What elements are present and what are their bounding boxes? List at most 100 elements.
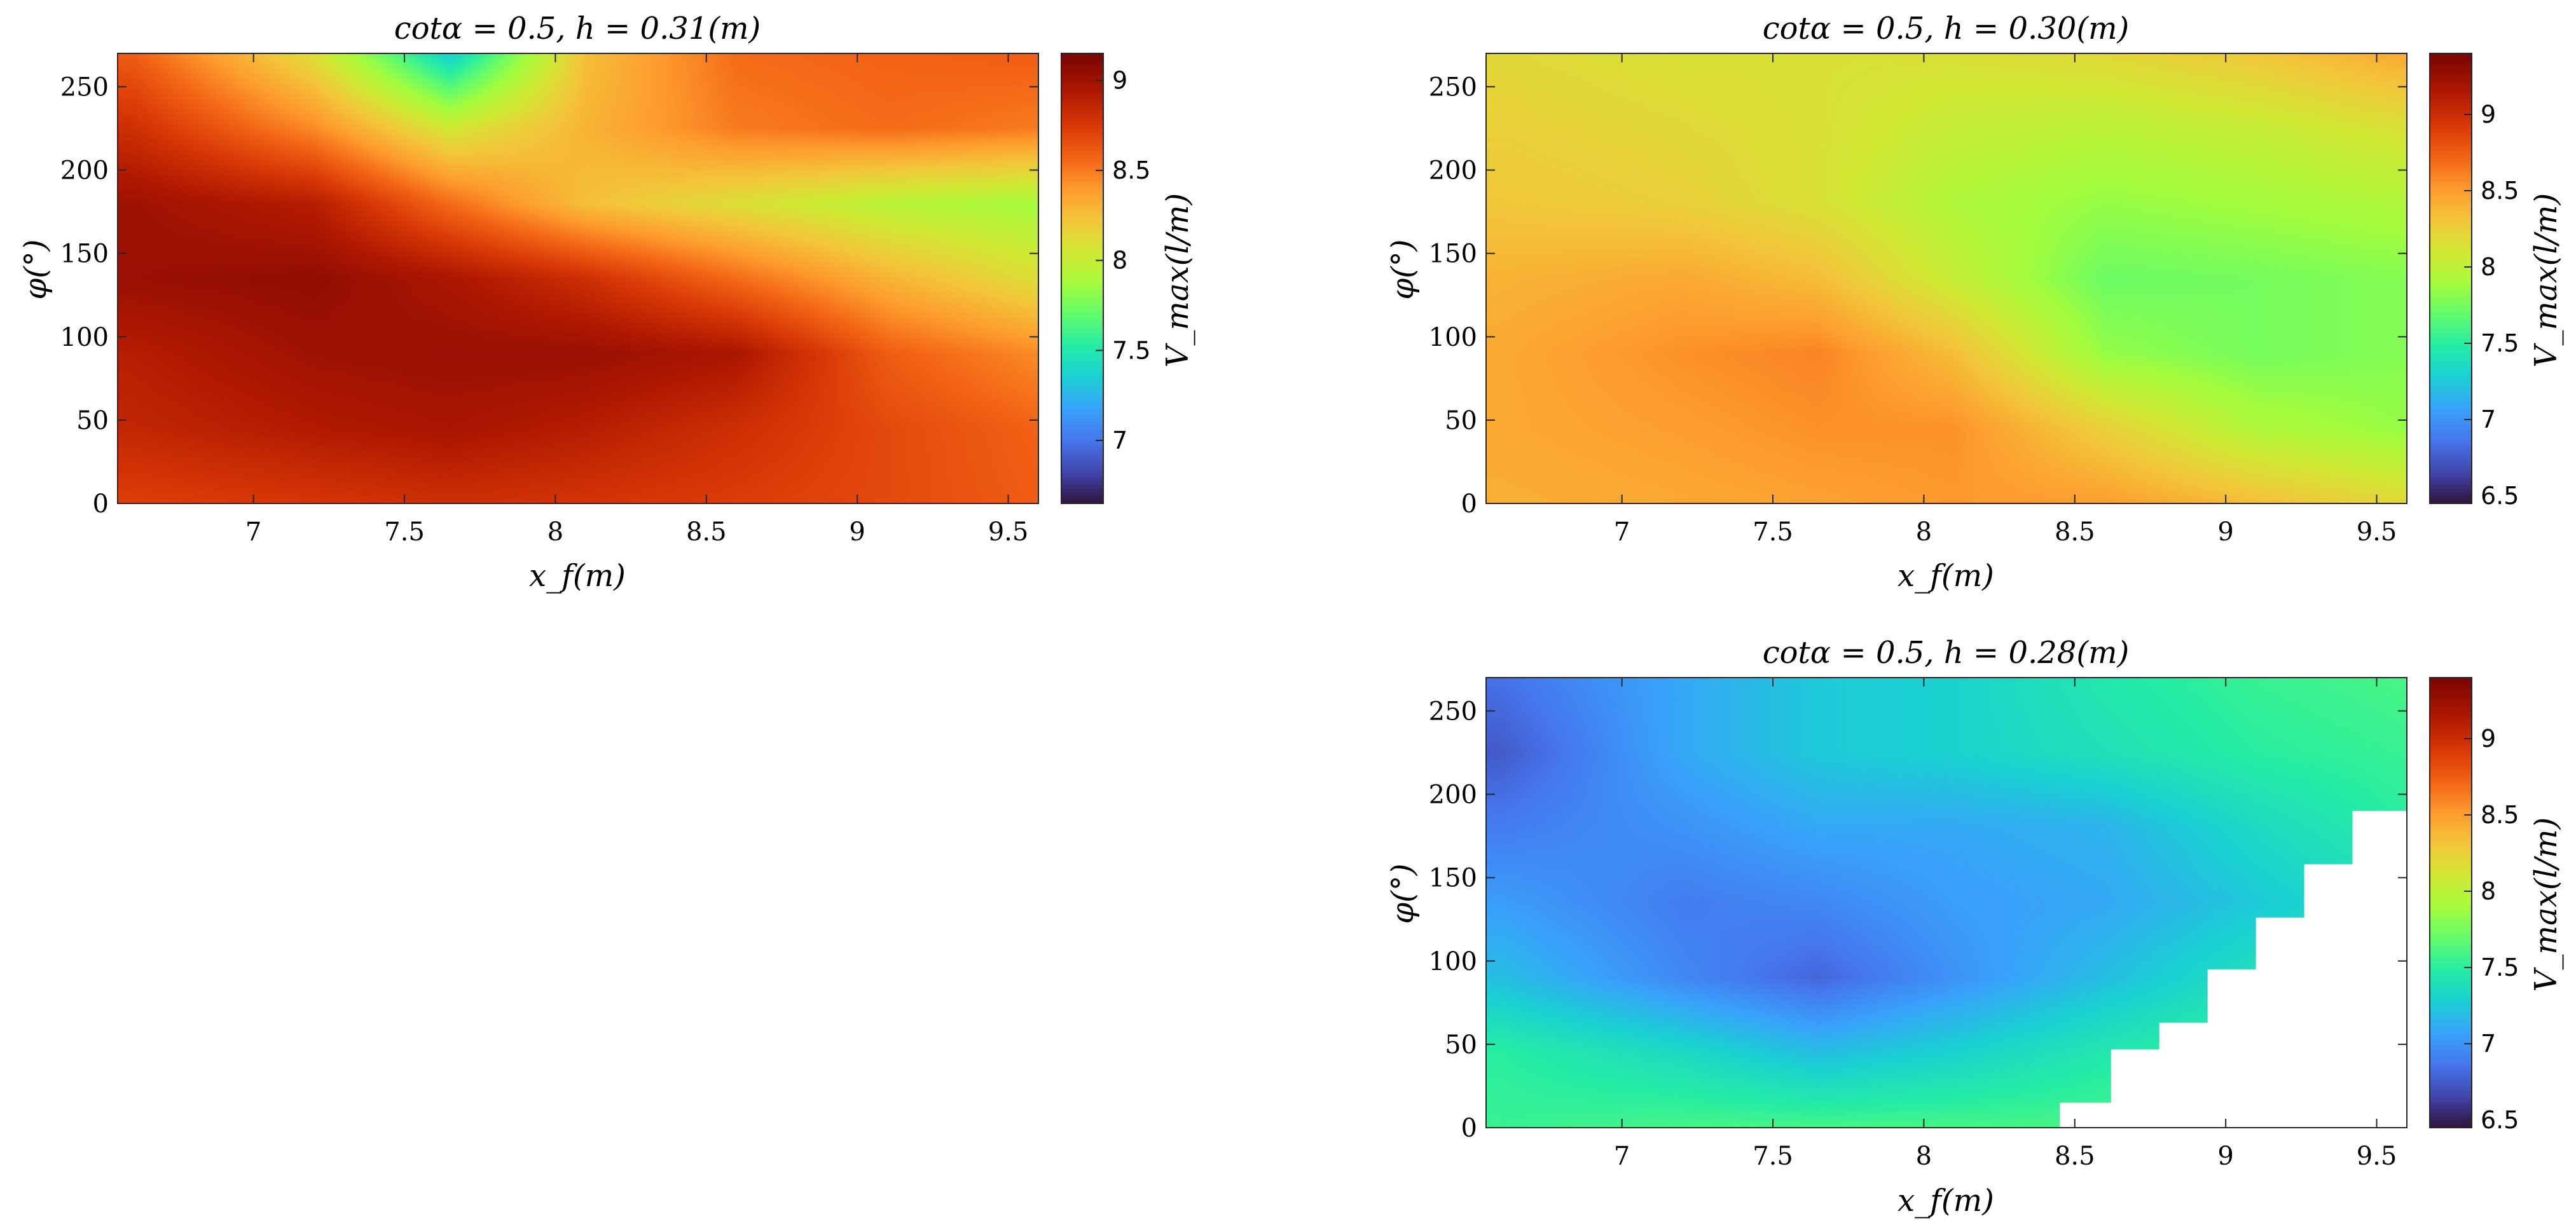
colorbar-label: V_max(l/m) — [1160, 193, 1195, 367]
colorbar-segment — [2430, 925, 2472, 929]
colorbar-segment — [1061, 466, 1103, 470]
colorbar-segment — [1061, 484, 1103, 489]
x-tick-label: 8.5 — [2055, 1142, 2095, 1171]
colorbar-segment — [2430, 779, 2472, 783]
colorbar-segment — [2430, 94, 2472, 99]
colorbar-segment — [2430, 162, 2472, 167]
colorbar-segment — [1061, 312, 1103, 317]
colorbar-segment — [2430, 1004, 2472, 1008]
masked-region — [2304, 864, 2353, 1128]
colorbar-box — [2429, 53, 2472, 504]
colorbar-segment — [1061, 360, 1103, 366]
colorbar-segment — [2430, 435, 2472, 441]
colorbar-segment — [1061, 488, 1103, 493]
colorbar-segment — [2430, 484, 2472, 489]
colorbar-segment — [2430, 704, 2472, 708]
colorbar-segment — [2430, 226, 2472, 230]
colorbar-segment — [1061, 496, 1103, 500]
colorbar-segment — [1061, 83, 1103, 88]
colorbar-segment — [2430, 1075, 2472, 1079]
colorbar-segment — [2430, 316, 2472, 320]
colorbar-segment — [2430, 451, 2472, 455]
colorbar-segment — [1061, 316, 1103, 320]
contour-field — [118, 53, 1038, 503]
colorbar-segment — [2430, 730, 2472, 735]
x-tick-label: 7.5 — [1753, 517, 1793, 547]
colorbar-segment — [2430, 1060, 2472, 1065]
masked-edge — [2255, 969, 2407, 970]
colorbar-segment — [2430, 767, 2472, 772]
colorbar-segment — [1061, 308, 1103, 313]
colorbar-segment — [2430, 955, 2472, 960]
colorbar-segment — [1061, 409, 1103, 414]
colorbar-segment — [1061, 500, 1103, 504]
y-axis-label: φ(°) — [18, 239, 53, 299]
colorbar-segment — [2430, 331, 2472, 336]
colorbar-segment — [1061, 364, 1103, 369]
colorbar-segment — [2430, 285, 2472, 290]
colorbar-segment — [1061, 248, 1103, 253]
colorbar-segment — [2430, 237, 2472, 242]
subplot-top-left: 7 7.5 8 8.5 9 9.5 0 50 100 150 200 250 7 7.5 8 8.5 9 cot… — [18, 11, 1195, 594]
colorbar-segment — [1061, 353, 1103, 358]
colorbar-segment — [1061, 451, 1103, 455]
colorbar-segment — [2430, 57, 2472, 62]
axes-box — [117, 53, 1039, 504]
colorbar-label: V_max(l/m) — [2528, 193, 2564, 367]
colorbar-segment — [2430, 169, 2472, 174]
colorbar-segment — [2430, 458, 2472, 463]
colorbar-segment — [2430, 678, 2472, 682]
colorbar-segment — [2430, 828, 2472, 832]
colorbar-segment — [2430, 151, 2472, 155]
colorbar-segment — [1061, 376, 1103, 380]
colorbar-segment — [2430, 688, 2472, 694]
colorbar-segment — [2430, 805, 2472, 810]
colorbar-segment — [2430, 252, 2472, 257]
colorbar-segment — [1061, 203, 1103, 208]
colorbar-segment — [2430, 978, 2472, 982]
colorbar-segment — [2430, 824, 2472, 828]
colorbar-segment — [1061, 447, 1103, 451]
colorbar-segment — [2430, 79, 2472, 84]
colorbar-segment — [2430, 1124, 2472, 1128]
colorbar-segment — [2430, 981, 2472, 986]
colorbar-segment — [2430, 379, 2472, 384]
colorbar-segment — [2430, 861, 2472, 866]
colorbar-segment — [2430, 1112, 2472, 1117]
colorbar-segment — [2430, 917, 2472, 922]
colorbar-tick-label: 9 — [2481, 100, 2496, 128]
colorbar-segment — [2430, 207, 2472, 212]
colorbar-segment — [2430, 481, 2472, 486]
colorbar-segment — [2430, 218, 2472, 223]
colorbar-segment — [2430, 109, 2472, 114]
colorbar-segment — [2430, 360, 2472, 366]
masked-edge — [2110, 1102, 2407, 1104]
masked-edge — [2352, 864, 2407, 865]
y-tick-label: 0 — [1461, 1114, 1477, 1143]
x-tick-label: 8 — [548, 517, 563, 547]
colorbar-segment — [2430, 749, 2472, 753]
colorbar-segment — [1061, 162, 1103, 167]
colorbar-segment — [2430, 943, 2472, 948]
colorbar-segment — [2430, 887, 2472, 892]
colorbar-segment — [1061, 432, 1103, 437]
colorbar-segment — [1061, 346, 1103, 350]
colorbar-segment — [2430, 933, 2472, 937]
colorbar-segment — [1061, 229, 1103, 234]
subplot-title: cotα = 0.5, h = 0.28(m) — [1763, 635, 2130, 671]
colorbar-segment — [2430, 439, 2472, 444]
colorbar-segment — [1061, 200, 1103, 204]
y-axis-label: φ(°) — [1385, 239, 1421, 299]
colorbar-segment — [1061, 98, 1103, 103]
colorbar-segment — [2430, 102, 2472, 107]
colorbar-tick-label: 9 — [1112, 66, 1127, 94]
colorbar-segment — [2430, 1022, 2472, 1027]
colorbar-segment — [2430, 1093, 2472, 1098]
colorbar-segment — [1061, 188, 1103, 193]
colorbar-segment — [1061, 454, 1103, 459]
colorbar-segment — [2430, 1008, 2472, 1012]
colorbar-segment — [2430, 312, 2472, 317]
subplot-title: cotα = 0.5, h = 0.31(m) — [394, 11, 761, 46]
colorbar-segment — [2430, 880, 2472, 885]
colorbar-tick-label: 7 — [1112, 427, 1127, 454]
